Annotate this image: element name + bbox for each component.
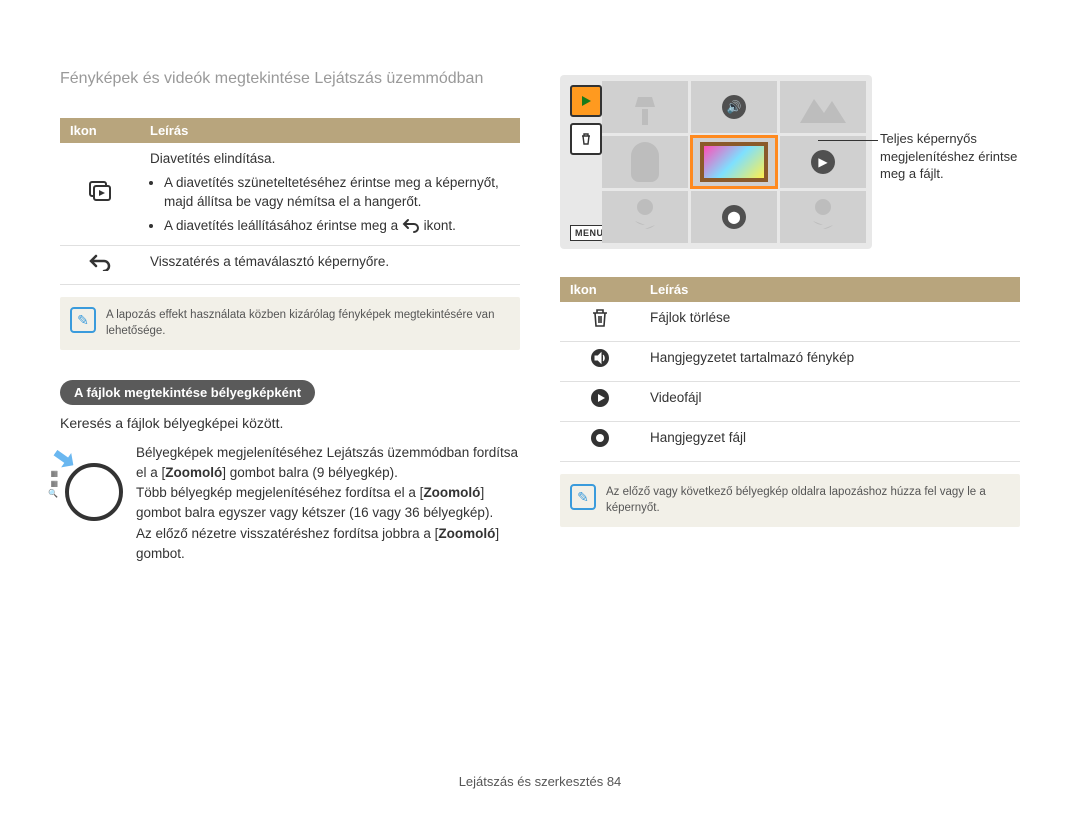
play-icon: ▶ [811,150,835,174]
zoom-dial-illustration: ▦▦🔍 [60,443,120,523]
col-header-icon: Ikon [60,118,140,143]
col-header-desc: Leírás [140,118,520,143]
section-heading: A fájlok megtekintése bélyegképként [60,380,315,405]
table-row: Diavetítés elindítása. A diavetítés szün… [60,143,520,246]
desc-line: Diavetítés elindítása. [150,149,510,169]
thumb-selected[interactable] [691,136,777,188]
desc-bullet: A diavetítés leállításához érintse meg a… [164,216,510,236]
photo-preview [700,142,768,181]
back-icon [402,217,420,233]
table-row: Videofájl [560,382,1020,422]
left-icon-table: Ikon Leírás Diavetítés elindítása. A dia… [60,118,520,285]
sound-icon: 🔊 [722,95,746,119]
play-icon [590,392,610,412]
desc-line: Hangjegyzet fájl [640,422,1020,462]
page-footer: Lejátszás és szerkesztés 84 [0,774,1080,789]
back-icon [89,255,111,275]
table-row: Hangjegyzetet tartalmazó fénykép [560,342,1020,382]
col-header-icon: Ikon [560,277,640,302]
thumb[interactable] [602,81,688,133]
trash-icon [591,312,609,332]
play-button[interactable] [570,85,602,117]
desc-line: Visszatérés a témaválasztó képernyőre. [140,246,520,285]
callout: Teljes képernyős megjelenítéshez érintse… [880,130,1030,183]
thumb[interactable]: 🔊 [691,81,777,133]
thumb[interactable]: ⬤ [691,191,777,243]
col-header-desc: Leírás [640,277,1020,302]
info-icon: ✎ [570,484,596,510]
table-row: Visszatérés a témaválasztó képernyőre. [60,246,520,285]
instruction-text: Bélyegképek megjelenítéséhez Lejátszás ü… [136,443,520,565]
desc-line: Hangjegyzetet tartalmazó fénykép [640,342,1020,382]
trash-button[interactable] [570,123,602,155]
table-row: Hangjegyzet fájl [560,422,1020,462]
thumb[interactable] [780,81,866,133]
thumb[interactable] [602,191,688,243]
thumb[interactable]: ▶ [780,136,866,188]
table-row: Fájlok törlése [560,302,1020,342]
slideshow-icon [89,185,111,205]
thumb[interactable] [780,191,866,243]
desc-line: Fájlok törlése [640,302,1020,342]
thumbnail-screen: MENU 🔊 ▶ ⬤ [560,75,872,249]
desc-bullet: A diavetítés szüneteltetéséhez érintse m… [164,173,510,212]
note-box: ✎ Az előző vagy következő bélyegkép olda… [560,474,1020,526]
page-title: Fényképek és videók megtekintése Lejátsz… [60,70,520,88]
sound-icon [590,352,610,372]
right-icon-table: Ikon Leírás Fájlok törlése Hangjegyzetet… [560,277,1020,462]
record-icon [590,432,610,452]
section-subtitle: Keresés a fájlok bélyegképei között. [60,415,520,431]
note-box: ✎ A lapozás effekt használata közben kiz… [60,297,520,349]
record-icon: ⬤ [722,205,746,229]
info-icon: ✎ [70,307,96,333]
thumb[interactable] [602,136,688,188]
desc-line: Videofájl [640,382,1020,422]
